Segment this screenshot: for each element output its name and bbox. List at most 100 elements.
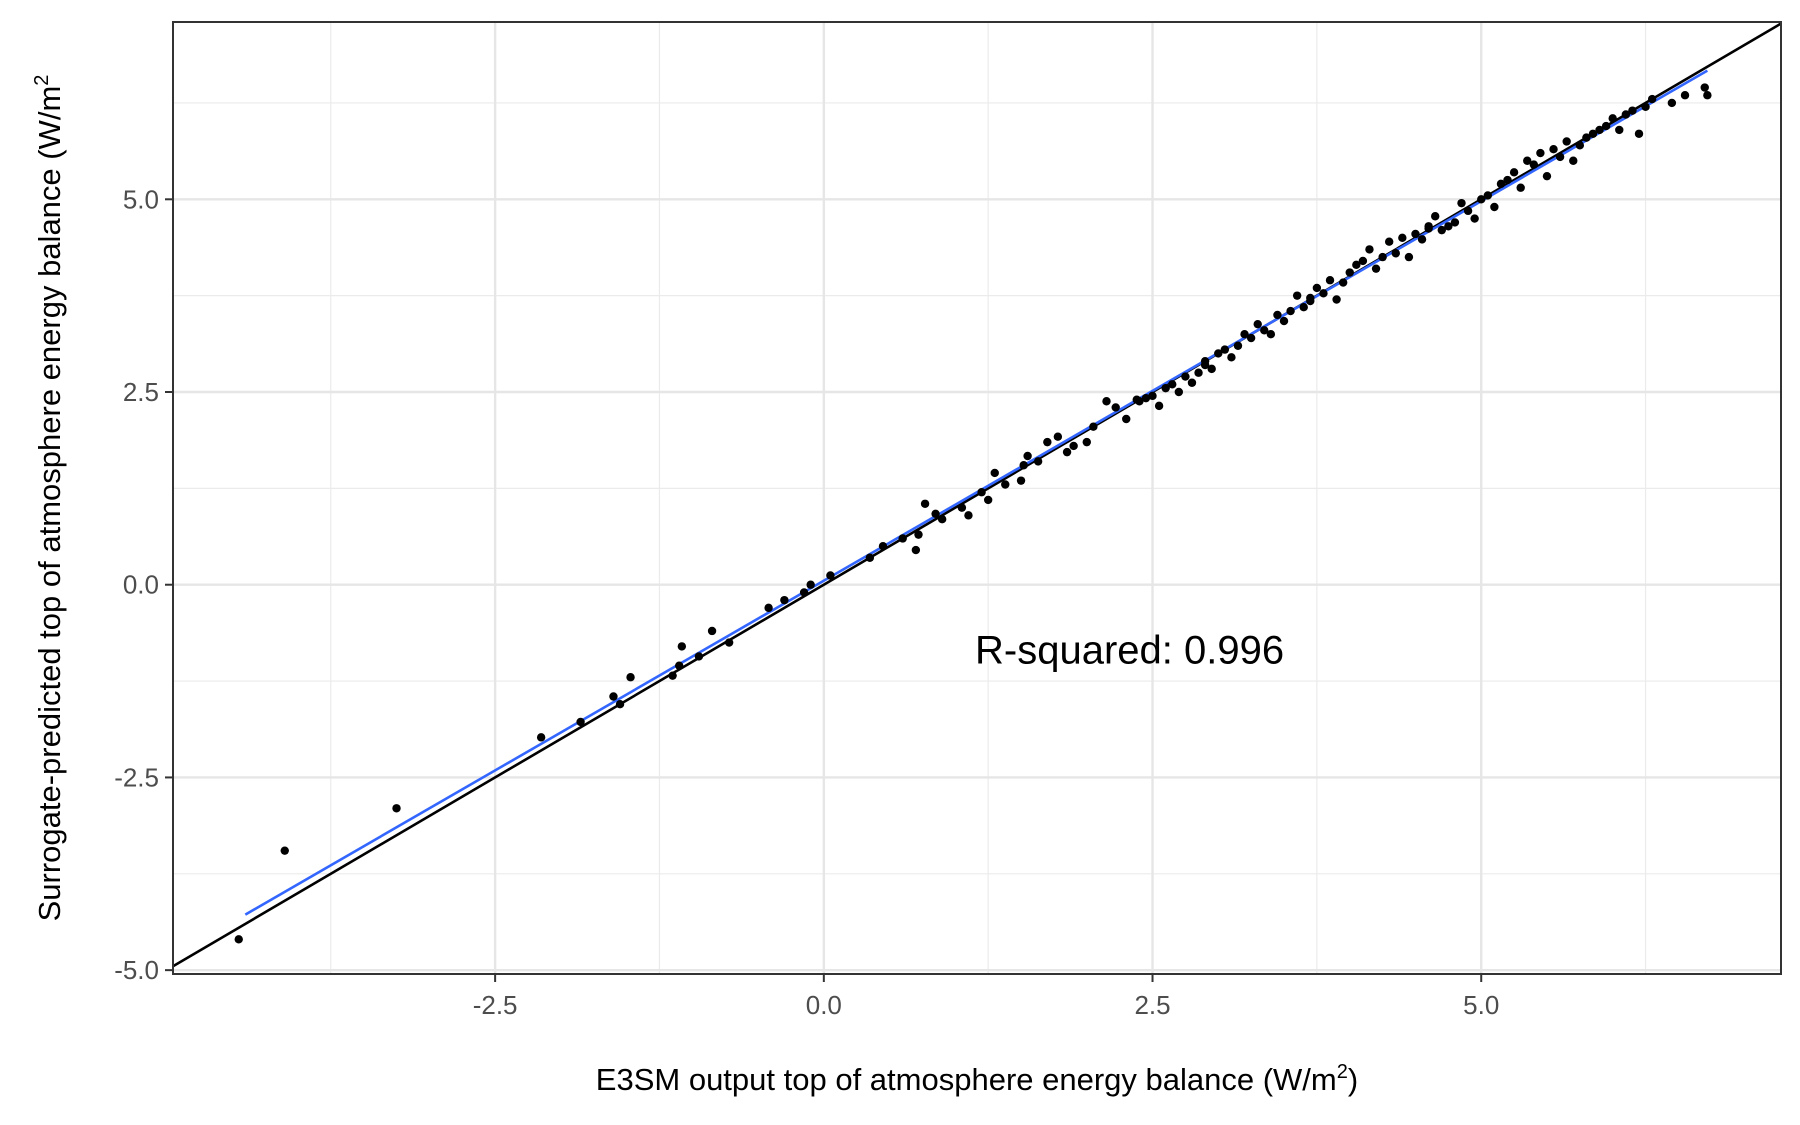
data-point: [1437, 225, 1446, 235]
data-point: [1542, 171, 1552, 181]
data-point: [1053, 432, 1063, 441]
data-point: [1503, 175, 1512, 185]
data-point: [615, 700, 625, 709]
data-points: [234, 83, 1712, 944]
data-point: [1575, 141, 1585, 150]
data-point: [1523, 156, 1532, 165]
data-point: [1483, 191, 1492, 200]
data-point: [1529, 160, 1539, 169]
data-point: [1161, 383, 1170, 393]
data-point: [957, 503, 967, 512]
data-point: [1214, 349, 1223, 358]
data-point: [806, 580, 815, 589]
data-point: [911, 545, 921, 555]
data-point: [977, 488, 986, 497]
data-point: [626, 673, 635, 682]
data-point: [1273, 310, 1282, 320]
data-point: [1246, 333, 1256, 343]
x-tick-label: 2.5: [1134, 990, 1170, 1020]
data-point: [931, 509, 940, 519]
grid: [173, 22, 1781, 974]
y-tick-label: -5.0: [114, 955, 159, 985]
data-point: [1200, 356, 1210, 366]
data-point: [1680, 91, 1690, 100]
ticks: -2.5 0.0 2.5 5.0 -5.0 -2.5 0.0 2.5 5.0: [114, 184, 1499, 1020]
data-point: [1365, 245, 1374, 254]
data-point: [1292, 291, 1302, 300]
data-point: [1431, 212, 1440, 221]
data-point: [1352, 260, 1361, 270]
data-point: [1135, 397, 1144, 406]
data-point: [1220, 345, 1230, 354]
data-point: [1312, 283, 1322, 293]
data-point: [1595, 125, 1604, 135]
y-tick-label: 2.5: [123, 377, 159, 407]
data-point: [1647, 94, 1657, 104]
data-point: [1536, 148, 1545, 158]
data-point: [1371, 264, 1381, 273]
data-point: [878, 541, 888, 551]
x-tick-label: -2.5: [473, 990, 518, 1020]
data-point: [1588, 129, 1598, 138]
plot-border: [172, 21, 1782, 975]
data-point: [1122, 414, 1131, 424]
x-tick-label: 0.0: [806, 990, 842, 1020]
data-point: [799, 588, 809, 597]
data-point: [1628, 106, 1637, 115]
data-point: [964, 511, 973, 520]
data-point: [694, 652, 704, 661]
data-point: [1411, 229, 1420, 239]
data-point: [1319, 289, 1328, 298]
data-point: [1069, 441, 1078, 451]
data-point: [1141, 393, 1151, 403]
data-point: [1601, 121, 1611, 131]
data-point: [1154, 401, 1164, 411]
data-point: [1549, 144, 1558, 154]
data-point: [1621, 110, 1631, 119]
data-point: [1062, 447, 1072, 457]
data-point: [1260, 326, 1269, 335]
data-point: [1667, 98, 1677, 108]
data-point: [1082, 437, 1091, 447]
data-point: [234, 935, 243, 944]
data-point: [1378, 252, 1387, 262]
data-point: [1233, 341, 1243, 350]
data-point: [1700, 83, 1709, 92]
data-point: [1194, 368, 1203, 377]
data-point: [1457, 198, 1466, 208]
fit-line: [244, 69, 1709, 916]
data-point: [1279, 316, 1289, 326]
data-point: [1509, 168, 1519, 177]
data-point: [1148, 391, 1157, 401]
data-point: [1641, 102, 1650, 111]
data-point: [764, 603, 773, 613]
y-tick-label: 0.0: [123, 570, 159, 600]
data-point: [937, 514, 947, 524]
data-point: [914, 530, 923, 539]
data-point: [1286, 306, 1295, 316]
r-squared-annotation: R-squared: 0.996: [975, 628, 1284, 672]
data-point: [1424, 222, 1433, 231]
data-point: [1089, 422, 1098, 431]
data-point: [1207, 364, 1216, 374]
data-point: [1582, 133, 1591, 142]
data-point: [1477, 195, 1486, 204]
data-point: [280, 846, 289, 855]
data-point: [826, 571, 835, 580]
data-point: [898, 534, 907, 543]
data-point: [1496, 179, 1506, 189]
data-point: [1391, 249, 1400, 258]
data-point: [674, 661, 684, 670]
data-point: [1358, 256, 1368, 266]
data-point: [724, 638, 734, 647]
data-point: [1615, 125, 1624, 135]
data-point: [1463, 206, 1473, 216]
data-point: [1569, 156, 1578, 165]
data-point: [1325, 276, 1335, 285]
data-point: [1016, 476, 1026, 485]
data-point: [1019, 461, 1028, 470]
data-point: [1181, 372, 1190, 381]
data-point: [1033, 457, 1043, 466]
data-point: [1332, 295, 1341, 304]
data-point: [1001, 480, 1010, 489]
